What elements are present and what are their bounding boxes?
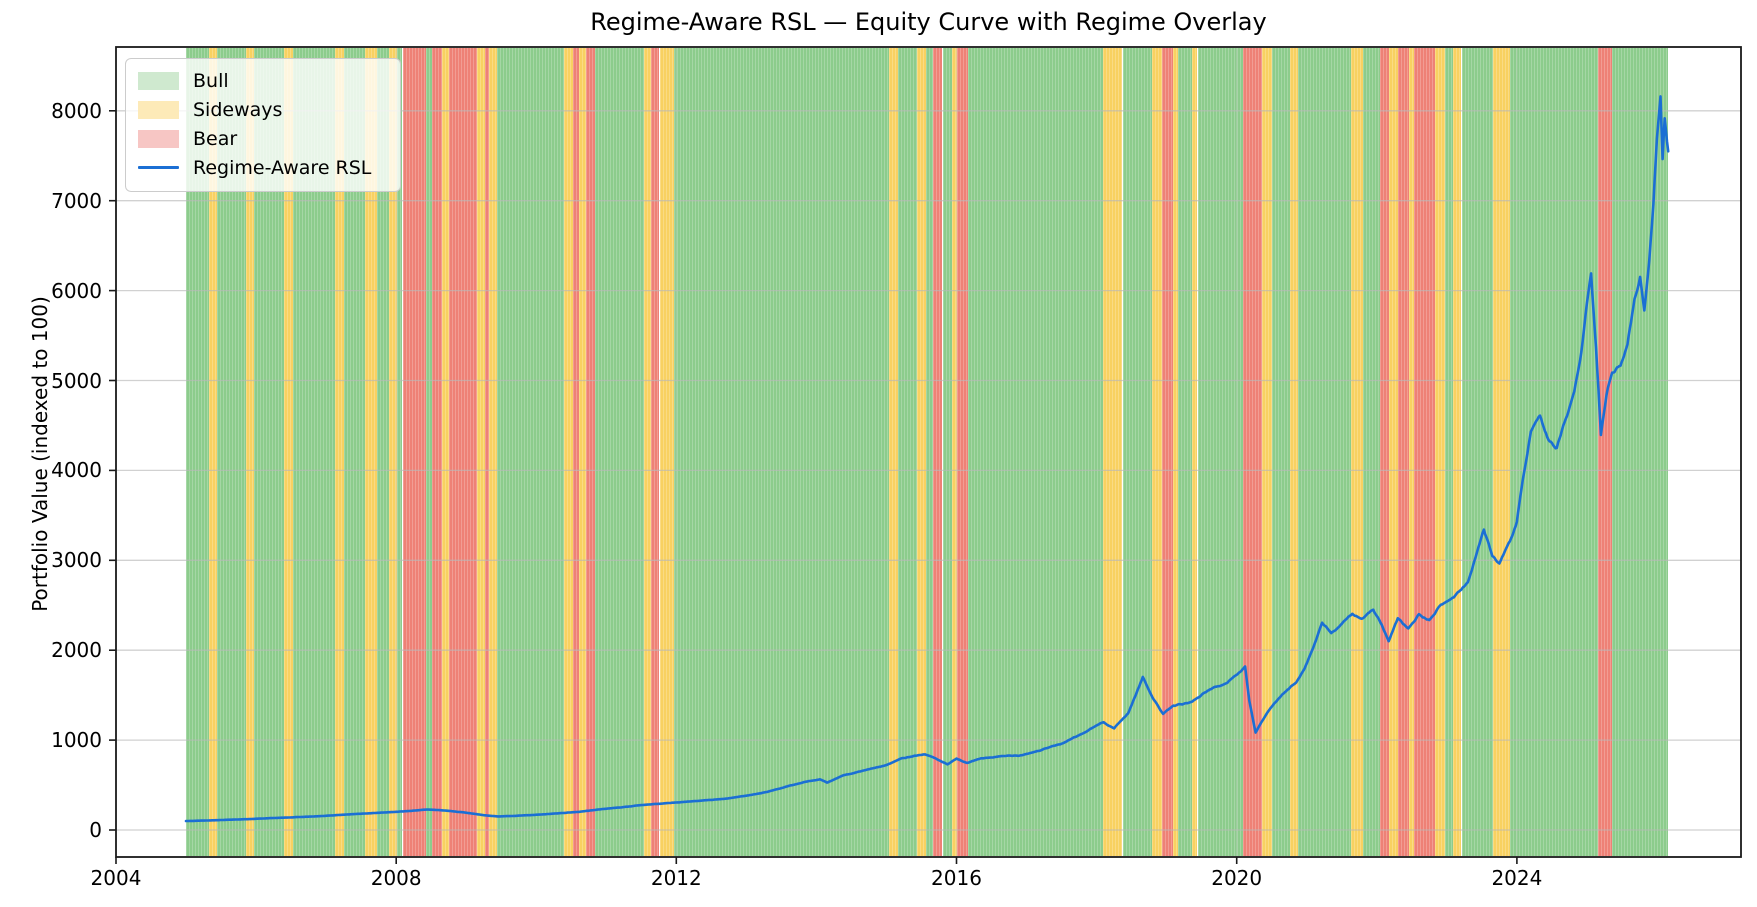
- regime-band-sideways: [579, 48, 586, 856]
- regime-band-bear: [1162, 48, 1173, 856]
- regime-band-sideways: [1388, 48, 1398, 856]
- legend-label: Bear: [193, 127, 238, 150]
- y-tick-label: 8000: [51, 98, 102, 123]
- regime-band-bull: [897, 48, 917, 856]
- regime-band-bear: [651, 48, 660, 856]
- y-tick-label: 3000: [51, 548, 102, 573]
- regime-band-bull: [595, 48, 645, 856]
- regime-band-sideways: [1102, 48, 1123, 856]
- regime-band-sideways: [889, 48, 898, 856]
- legend-label: Regime-Aware RSL: [193, 156, 372, 179]
- regime-band-bull: [1122, 48, 1152, 856]
- bull-swatch-icon: [138, 71, 179, 90]
- regime-band-sideways: [1493, 48, 1510, 856]
- regime-band-bull: [1297, 48, 1351, 856]
- regime-band-bear: [586, 48, 596, 856]
- legend: Bull Sideways Bear Regime-Aware RSL: [125, 58, 401, 192]
- y-tick-label: 7000: [51, 188, 102, 213]
- regime-band-bull: [1197, 48, 1243, 856]
- regime-band-bear: [957, 48, 969, 856]
- regime-band-bull: [1271, 48, 1290, 856]
- sideways-swatch-icon: [138, 100, 179, 119]
- y-tick-label: 6000: [51, 278, 102, 303]
- line-swatch-icon: [138, 165, 179, 170]
- regime-band-sideways: [644, 48, 652, 856]
- regime-band-bear: [1379, 48, 1389, 856]
- legend-label: Sideways: [193, 98, 283, 121]
- y-tick-label: 0: [89, 818, 102, 842]
- regime-band-sideways: [442, 48, 450, 856]
- regime-band-bull: [674, 48, 890, 856]
- y-tick-label: 5000: [51, 368, 102, 393]
- legend-item-rsl: Regime-Aware RSL: [138, 153, 388, 182]
- regime-band-sideways: [564, 48, 574, 856]
- regime-band-bear: [402, 48, 427, 856]
- x-tick-label: 2008: [370, 866, 422, 890]
- x-tick-label: 2024: [1491, 866, 1543, 890]
- x-tick-label: 2012: [650, 866, 702, 890]
- regime-band-sideways: [1289, 48, 1298, 856]
- x-tick-label: 2020: [1211, 866, 1263, 890]
- regime-band-bull: [942, 48, 952, 856]
- regime-band-sideways: [477, 48, 486, 856]
- x-tick-label: 2016: [931, 866, 982, 890]
- regime-band-sideways: [1434, 48, 1445, 856]
- regime-band-bear: [1413, 48, 1435, 856]
- x-tick-label: 2004: [90, 866, 142, 890]
- regime-band-bull: [497, 48, 565, 856]
- y-tick-label: 1000: [51, 728, 102, 753]
- regime-band-sideways: [1261, 48, 1272, 856]
- regime-band-bear: [431, 48, 443, 856]
- regime-band-bear: [932, 48, 943, 856]
- regime-band-bull: [1444, 48, 1454, 856]
- legend-label: Bull: [193, 69, 229, 92]
- regime-band-bear: [449, 48, 478, 856]
- regime-band-sideways: [659, 48, 675, 856]
- regime-band-bull: [1461, 48, 1493, 856]
- chart-title: Regime-Aware RSL — Equity Curve with Reg…: [590, 8, 1267, 36]
- legend-item-sideways: Sideways: [138, 95, 388, 124]
- regime-band-bull: [1612, 48, 1669, 856]
- regime-band-sideways: [1453, 48, 1462, 856]
- regime-band-bull: [1362, 48, 1380, 856]
- bear-swatch-icon: [138, 129, 179, 148]
- legend-item-bear: Bear: [138, 124, 388, 153]
- y-tick-label: 4000: [51, 458, 102, 483]
- regime-band-sideways: [1151, 48, 1163, 856]
- legend-item-bull: Bull: [138, 66, 388, 95]
- regime-band-sideways: [1350, 48, 1363, 856]
- regime-band-bull: [1509, 48, 1599, 856]
- regime-band-bull: [1177, 48, 1192, 856]
- regime-band-bear: [1243, 48, 1262, 856]
- regime-band-bear: [1598, 48, 1613, 856]
- regime-band-sideways: [916, 48, 927, 856]
- regime-band-bull: [968, 48, 1103, 856]
- regime-band-bear: [1397, 48, 1409, 856]
- y-tick-label: 2000: [51, 638, 102, 663]
- regime-band-sideways: [489, 48, 497, 856]
